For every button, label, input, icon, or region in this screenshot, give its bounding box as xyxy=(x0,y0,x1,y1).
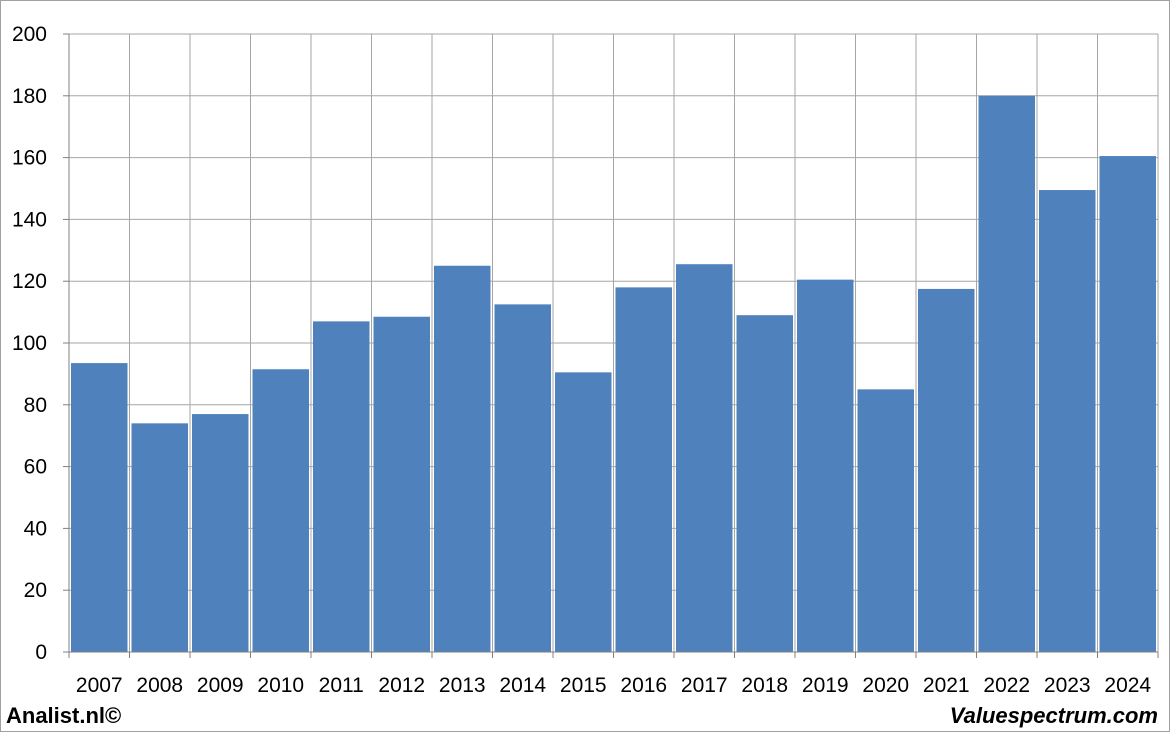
x-tick-label: 2024 xyxy=(1104,674,1151,697)
bar-2020 xyxy=(857,389,914,652)
bar-2022 xyxy=(978,95,1035,653)
bar-2015 xyxy=(555,372,612,652)
source-credit: Analist.nl© xyxy=(6,703,122,728)
axes xyxy=(63,33,1159,658)
bar-chart: 0 20 40 60 80 100 120 140 160 180 200 2007 2008 2009 2… xyxy=(12,23,1159,697)
site-credit: Valuespectrum.com xyxy=(949,703,1158,728)
bar-2011 xyxy=(313,321,370,652)
y-tick-label: 160 xyxy=(12,147,47,170)
bar-2014 xyxy=(494,304,551,652)
x-tick-label: 2008 xyxy=(136,674,183,697)
bar-2010 xyxy=(252,369,309,652)
bar-2012 xyxy=(373,316,430,652)
bar-2018 xyxy=(736,315,793,652)
y-tick-label: 0 xyxy=(35,641,47,664)
bar-2023 xyxy=(1039,190,1096,653)
y-tick-label: 180 xyxy=(12,85,47,108)
grid-lines xyxy=(69,33,1159,652)
x-tick-label: 2018 xyxy=(741,674,788,697)
bar-2007 xyxy=(71,363,128,652)
y-tick-label: 120 xyxy=(12,270,47,293)
y-tick-label: 140 xyxy=(12,208,47,231)
y-tick-label: 100 xyxy=(12,332,47,355)
bar-2008 xyxy=(131,423,188,652)
x-tick-label: 2023 xyxy=(1044,674,1091,697)
y-tick-label: 40 xyxy=(24,517,47,540)
y-tick-label: 20 xyxy=(24,579,47,602)
bar-2016 xyxy=(615,287,672,652)
bar-2024 xyxy=(1099,156,1156,652)
bar-2009 xyxy=(192,414,249,652)
x-tick-label: 2021 xyxy=(923,674,970,697)
y-tick-label: 80 xyxy=(24,394,47,417)
x-tick-label: 2017 xyxy=(681,674,728,697)
x-tick-label: 2016 xyxy=(620,674,667,697)
x-tick-label: 2012 xyxy=(378,674,425,697)
x-tick-label: 2015 xyxy=(560,674,607,697)
x-tick-label: 2007 xyxy=(76,674,123,697)
bars xyxy=(71,95,1156,653)
bar-2021 xyxy=(918,288,975,652)
y-tick-label: 200 xyxy=(12,23,47,46)
x-tick-label: 2009 xyxy=(197,674,244,697)
x-tick-label: 2011 xyxy=(319,674,364,697)
x-tick-label: 2020 xyxy=(862,674,909,697)
x-tick-label: 2013 xyxy=(439,674,486,697)
bar-2017 xyxy=(676,264,733,652)
tick-labels: 0 20 40 60 80 100 120 140 160 180 200 2007 2008 2009 2… xyxy=(12,23,1151,697)
bar-2019 xyxy=(797,279,854,652)
x-tick-label: 2010 xyxy=(257,674,304,697)
x-tick-label: 2022 xyxy=(983,674,1030,697)
y-tick-label: 60 xyxy=(24,456,47,479)
x-tick-label: 2014 xyxy=(499,674,546,697)
x-tick-label: 2019 xyxy=(802,674,849,697)
bar-2013 xyxy=(434,265,491,652)
